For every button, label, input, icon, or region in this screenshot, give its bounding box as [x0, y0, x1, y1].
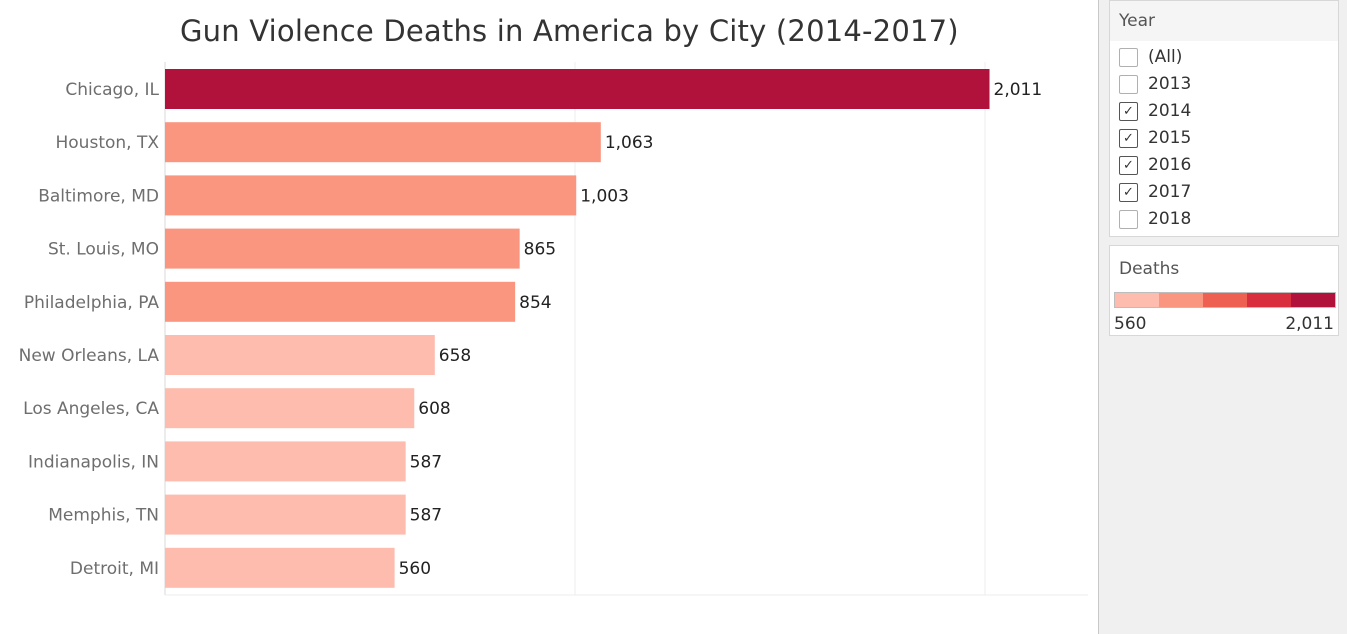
year-option-label: 2017 [1148, 182, 1192, 202]
bar-chart: Chicago, IL 2,011 Houston, TX 1,063 Baltimor… [19, 62, 1088, 596]
category-label: Detroit, MI [70, 559, 159, 579]
bar [165, 335, 435, 375]
legend-swatch [1159, 293, 1203, 307]
bar [165, 388, 415, 429]
year-checkbox[interactable] [1119, 209, 1138, 229]
year-checkbox[interactable]: ✓ [1119, 155, 1138, 175]
bar [165, 175, 577, 216]
year-option[interactable]: 2013 [1119, 73, 1191, 95]
year-option[interactable]: ✓ 2016 [1119, 154, 1191, 176]
value-label: 2,011 [994, 80, 1043, 100]
category-label: Philadelphia, PA [24, 293, 160, 313]
legend-swatch [1115, 293, 1159, 307]
bar [165, 69, 990, 109]
value-label: 1,063 [605, 133, 654, 153]
category-label: Houston, TX [56, 133, 160, 153]
year-checkbox[interactable] [1119, 74, 1138, 94]
bar [165, 122, 601, 163]
year-option-label: 2013 [1148, 74, 1192, 94]
side-panel: Year (All) 2013 ✓ 2014 ✓ 2015 ✓ 2016 ✓ 2017 2018 D… [1098, 0, 1347, 634]
value-label: 854 [519, 293, 551, 313]
year-option[interactable]: (All) [1119, 46, 1182, 68]
legend-title: Deaths [1119, 259, 1180, 279]
value-label: 865 [524, 240, 556, 260]
year-option-label: 2015 [1148, 128, 1192, 148]
legend-min-label: 560 [1114, 314, 1147, 334]
chart-area: Gun Violence Deaths in America by City (… [19, 14, 1088, 596]
year-option[interactable]: ✓ 2015 [1119, 127, 1191, 149]
chart-title: Gun Violence Deaths in America by City (… [180, 14, 959, 48]
year-checkbox[interactable]: ✓ [1119, 182, 1138, 202]
bar [165, 494, 406, 535]
year-option[interactable]: 2018 [1119, 208, 1191, 230]
year-checkbox[interactable]: ✓ [1119, 128, 1138, 148]
year-checkbox[interactable] [1119, 47, 1138, 67]
bar [165, 441, 406, 482]
year-option-label: 2014 [1148, 101, 1192, 121]
legend-swatch [1291, 293, 1335, 307]
year-checkbox[interactable]: ✓ [1119, 101, 1138, 121]
year-option-label: 2018 [1148, 209, 1192, 229]
legend-swatch [1247, 293, 1291, 307]
value-label: 587 [410, 452, 442, 472]
category-label: Indianapolis, IN [28, 452, 159, 472]
value-label: 1,003 [580, 186, 629, 206]
category-label: Memphis, TN [48, 506, 159, 526]
category-label: Baltimore, MD [38, 186, 159, 206]
year-option-label: (All) [1148, 47, 1183, 67]
year-filter-header [1110, 1, 1338, 41]
value-label: 608 [418, 399, 450, 419]
category-label: Los Angeles, CA [23, 399, 159, 419]
bar [165, 547, 395, 588]
category-label: Chicago, IL [65, 80, 159, 100]
bar [165, 281, 516, 322]
year-option[interactable]: ✓ 2014 [1119, 100, 1191, 122]
year-filter-title: Year [1119, 11, 1155, 31]
year-option[interactable]: ✓ 2017 [1119, 181, 1191, 203]
legend-max-label: 2,011 [1285, 314, 1334, 334]
bar [165, 228, 520, 269]
value-label: 658 [439, 346, 471, 366]
year-filter: Year (All) 2013 ✓ 2014 ✓ 2015 ✓ 2016 ✓ 2017 2018 [1109, 0, 1339, 237]
deaths-color-legend: Deaths 560 2,011 [1109, 245, 1339, 336]
legend-swatch [1203, 293, 1247, 307]
category-label: New Orleans, LA [19, 346, 160, 366]
year-option-label: 2016 [1148, 155, 1192, 175]
value-label: 587 [410, 506, 442, 526]
category-label: St. Louis, MO [48, 240, 159, 260]
value-label: 560 [399, 559, 431, 579]
legend-color-ramp [1114, 292, 1336, 308]
